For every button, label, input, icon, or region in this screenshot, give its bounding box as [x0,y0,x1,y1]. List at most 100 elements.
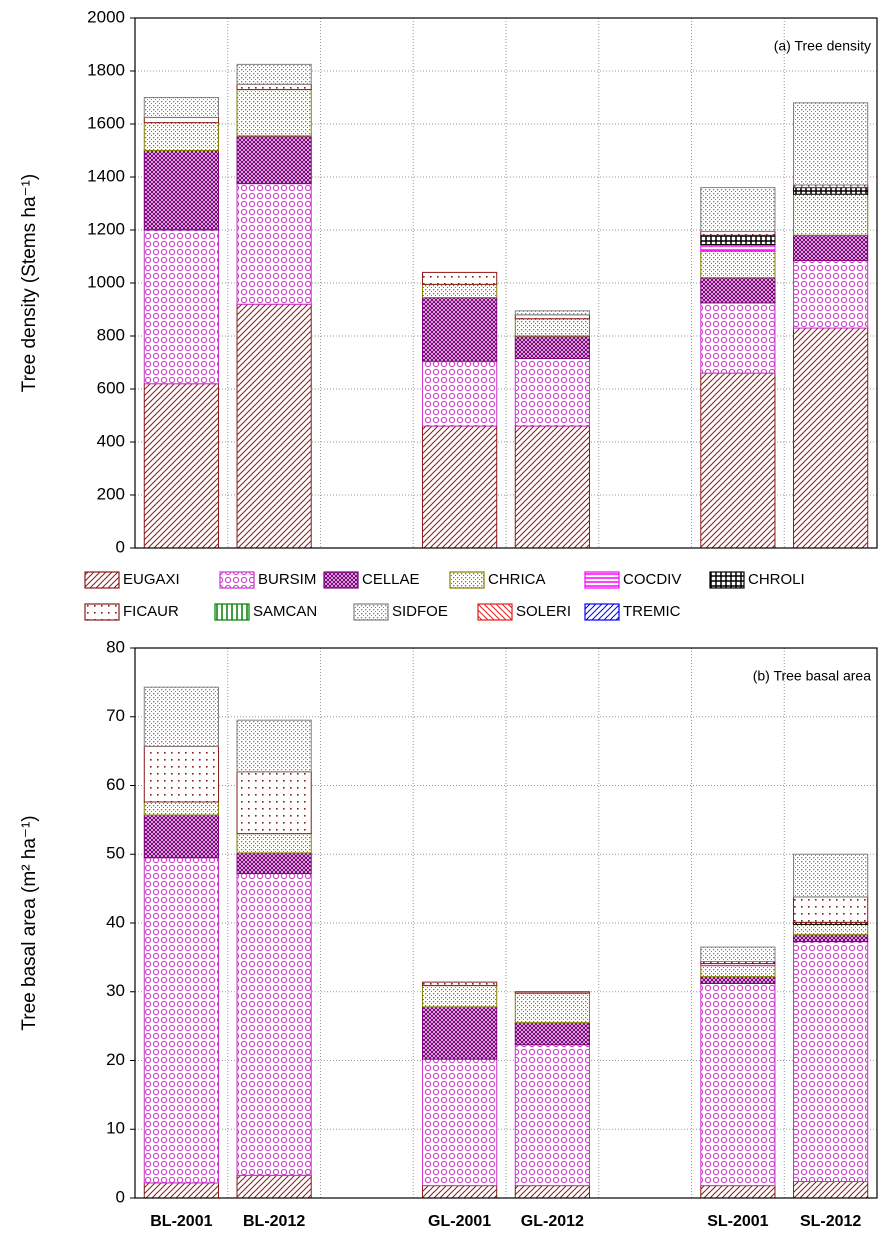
bar-segment [143,801,219,816]
legend-label: FICAUR [123,603,179,620]
bar-segment [236,135,312,185]
x-tick-label: SL-2001 [707,1213,768,1230]
legend-swatch [584,603,620,621]
bar-segment [422,283,498,299]
bar-segment [143,1182,219,1199]
bar-segment [422,360,498,427]
bar-segment [236,852,312,874]
x-tick-label: BL-2001 [150,1213,212,1230]
bar-segment [236,63,312,85]
y-tick-label: 60 [106,775,125,794]
bar-segment [236,833,312,854]
bar-segment [422,297,498,362]
y-tick-label: 1600 [87,113,125,132]
bar-segment [236,1174,312,1199]
bar-segment [422,425,498,549]
bar-segment [143,686,219,747]
legend-swatch [219,571,255,589]
bar-segment [793,259,869,329]
legend-label: CHRICA [488,571,546,588]
legend-swatch [323,571,359,589]
bar-segment [422,1058,498,1187]
bar-segment [700,983,776,1187]
bar-segment [700,302,776,374]
y-tick-label: 0 [116,1187,125,1206]
bar-segment [793,941,869,1182]
bar-segment [793,102,869,186]
bar-segment [143,150,219,231]
bar-segment [422,981,498,987]
bar-segment [700,965,776,978]
legend-swatch [84,603,120,621]
bar-segment [236,183,312,305]
legend-swatch [449,571,485,589]
y-tick-label: 600 [97,378,125,397]
bar-segment [514,318,590,337]
bar-segment [422,1185,498,1199]
bar-segment [700,277,776,304]
bar-segment [700,946,776,962]
bar-segment [236,83,312,91]
bar-segment [514,358,590,427]
bar-segment [143,383,219,549]
bar-segment [514,425,590,549]
y-tick-label: 1000 [87,272,125,291]
bar-segment [422,271,498,285]
bar-segment [514,335,590,360]
bar-segment [700,234,776,246]
bar-segment [422,1006,498,1060]
bar-segment [514,1022,590,1046]
plot-frame [134,647,878,1199]
bar-segment [143,116,219,124]
bar-segment [514,310,590,316]
legend-label: SIDFOE [392,603,448,620]
bar-segment [793,896,869,923]
y-tick-label: 20 [106,1050,125,1069]
bar-segment [143,122,219,152]
bar-segment [514,991,590,994]
bar-segment [514,1044,590,1187]
bar-segment [700,244,776,252]
bar-segment [236,89,312,137]
bar-segment [236,303,312,549]
bar-segment [514,992,590,1024]
x-tick-label: BL-2012 [243,1213,305,1230]
bar-segment [700,250,776,279]
bar-segment [143,229,219,385]
bar-segment [793,923,869,936]
legend-label: SAMCAN [253,603,317,620]
bar-segment [514,1185,590,1199]
bar-segment [793,1181,869,1199]
y-tick-label: 1400 [87,166,125,185]
y-tick-label: 70 [106,706,125,725]
y-tick-label: 800 [97,325,125,344]
legend-swatch [584,571,620,589]
y-tick-label: 50 [106,844,125,863]
bar-segment [143,857,219,1184]
bar-segment [700,976,776,984]
legend-swatch [214,603,250,621]
bar-segment [793,187,869,195]
y-tick-label: 200 [97,484,125,503]
x-tick-label: GL-2001 [428,1213,491,1230]
bar-segment [700,230,776,236]
bar-segment [793,193,869,236]
bar-segment [422,985,498,1008]
y-tick-label: 10 [106,1119,125,1138]
legend-label: COCDIV [623,571,681,588]
y-tick-label: 80 [106,637,125,656]
bar-segment [793,327,869,549]
y-tick-label: 30 [106,981,125,1000]
bar-segment [700,1185,776,1199]
y-tick-label: 400 [97,431,125,450]
bar-segment [143,814,219,859]
bar-segment [236,873,312,1176]
legend-swatch [709,571,745,589]
plot-frame [134,17,878,549]
bar-segment [514,314,590,320]
bar-segment [236,719,312,773]
legend-swatch [353,603,389,621]
y-tick-label: 0 [116,537,125,556]
y-tick-label: 2000 [87,7,125,26]
